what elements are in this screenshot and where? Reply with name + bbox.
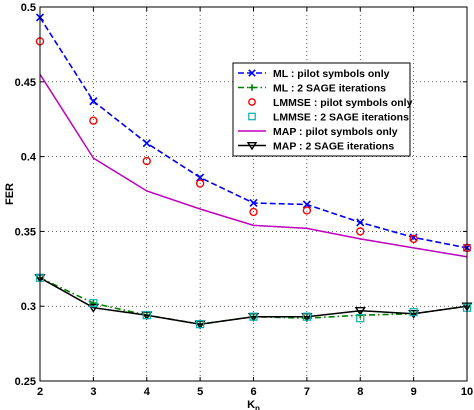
y-tick-label: 0.35 [15, 226, 36, 238]
marker-x [356, 218, 365, 227]
x-tick-label: 2 [37, 386, 43, 398]
x-tick-label: 8 [357, 386, 363, 398]
marker-x [248, 69, 256, 77]
legend: ML : pilot symbols only ML : 2 SAGE itera… [232, 62, 413, 157]
marker-circle [142, 156, 151, 166]
axis-ticks: 2 3 4 5 6 7 8 9 10 0.25 0.3 0.35 0.4 0.45 0.5 [15, 2, 474, 398]
x-tick-label: 10 [461, 386, 473, 398]
series-4 [39, 73, 468, 258]
y-tick-label: 0.3 [21, 301, 36, 313]
marker-circle [409, 234, 418, 244]
marker-triangle-down [408, 309, 420, 319]
x-axis-label: Kp [247, 399, 260, 410]
y-tick-label: 0.4 [21, 152, 37, 164]
y-tick-label: 0.25 [15, 376, 36, 388]
legend-entry: ML : 2 SAGE iterations [238, 82, 386, 94]
marker-triangle-down [87, 303, 99, 313]
marker-square [196, 320, 205, 329]
x-tick-label: 9 [411, 386, 417, 398]
marker-square [142, 311, 151, 320]
x-axis-label-main: K [247, 399, 255, 410]
legend-entry: LMMSE : 2 SAGE iterations [248, 111, 409, 123]
marker-circle [356, 227, 365, 236]
marker-square [89, 299, 98, 308]
legend-label: MAP : pilot symbols only [273, 126, 398, 138]
marker-triangle-down [354, 306, 366, 316]
marker-x [302, 200, 311, 209]
marker-triangle-down [246, 142, 258, 151]
marker-circle [195, 179, 205, 188]
marker-circle [89, 116, 98, 125]
x-tick-label: 6 [250, 386, 256, 398]
marker-circle [248, 98, 256, 106]
marker-x [142, 139, 151, 148]
legend-box [232, 62, 411, 157]
x-tick-label: 5 [197, 386, 203, 398]
marker-circle [302, 206, 312, 215]
legend-label: LMMSE : 2 SAGE iterations [273, 111, 409, 123]
legend-entry: ML : pilot symbols only [238, 68, 390, 80]
y-tick-label: 0.45 [15, 77, 36, 89]
legend-label: LMMSE : pilot symbols only [273, 97, 413, 109]
marker-square [302, 312, 311, 321]
x-axis-label-subscript: p [255, 404, 260, 410]
x-tick-label: 4 [144, 386, 151, 398]
marker-square [249, 312, 258, 321]
marker-circle [249, 207, 258, 217]
marker-square [248, 112, 256, 121]
marker-square [409, 308, 418, 317]
legend-label: ML : 2 SAGE iterations [273, 82, 386, 94]
y-axis-label: FER [4, 183, 16, 205]
marker-x [409, 233, 418, 242]
marker-x [249, 198, 258, 208]
series-line [39, 277, 468, 325]
legend-entry: MAP : 2 SAGE iterations [238, 140, 394, 152]
marker-x [196, 173, 205, 182]
series-layer [34, 13, 473, 330]
y-tick-label: 0.5 [21, 2, 36, 14]
x-tick-label: 3 [90, 386, 96, 398]
marker-plus [89, 299, 97, 307]
marker-x [89, 97, 98, 106]
marker-plus [248, 84, 256, 91]
series-line [39, 73, 468, 258]
marker-square [356, 314, 365, 323]
x-tick-label: 7 [304, 386, 310, 398]
legend-entry: LMMSE : pilot symbols only [248, 97, 413, 109]
legend-label: MAP : 2 SAGE iterations [273, 140, 394, 152]
legend-entry: MAP : pilot symbols only [238, 126, 398, 138]
legend-label: ML : pilot symbols only [273, 68, 390, 80]
